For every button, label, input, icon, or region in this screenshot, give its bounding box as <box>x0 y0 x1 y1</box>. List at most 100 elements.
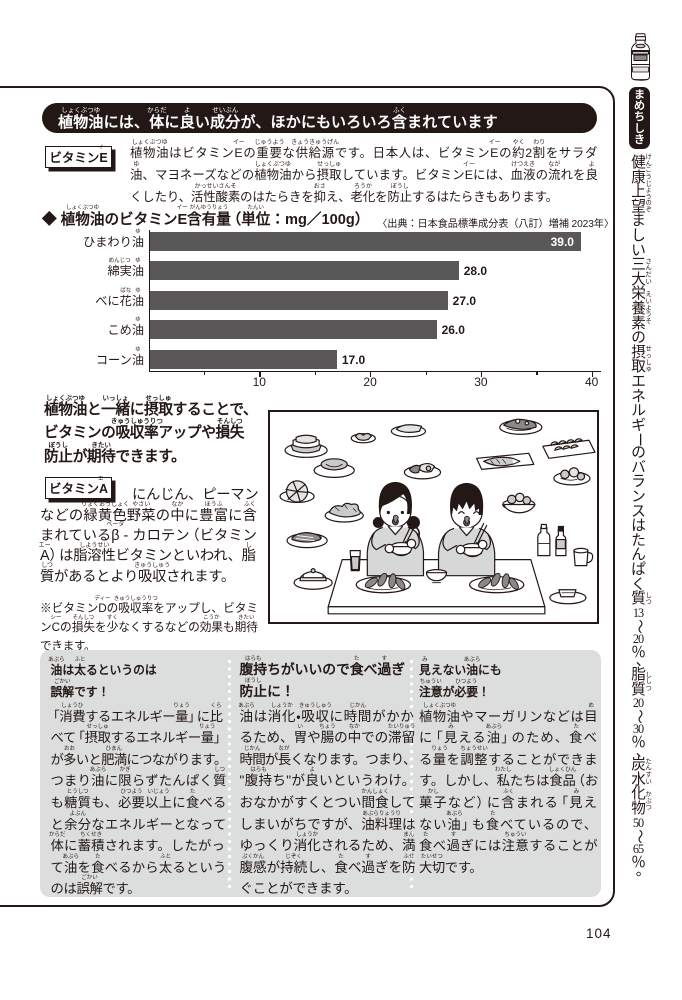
vertical-ruby-group: 炭水たんすい <box>631 758 652 788</box>
vertical-number: 65 <box>632 841 644 856</box>
hanging-punctuation: 。 <box>171 448 186 465</box>
chart-y-axis <box>148 230 150 371</box>
vertical-char: ％ <box>631 854 646 871</box>
milk-bottle <box>537 523 551 557</box>
furigana: ゆ <box>135 228 141 235</box>
vertical-char: 水 <box>631 771 646 788</box>
section-title-bar: 植物油 しょくぶつゆ には、体 からだ に良よい成分 せいぶん が、ほかにもいろいろ含 ふくま… <box>42 103 597 133</box>
sidebar-badge: まめちしき <box>629 87 650 149</box>
vertical-number: 30 <box>632 722 644 737</box>
furigana: かぶつ <box>645 790 652 812</box>
vertical-char: 摂 <box>631 344 646 361</box>
vertical-char: ギ <box>631 417 646 434</box>
furigana: た <box>354 656 360 663</box>
chart-bar <box>148 349 337 369</box>
vertical-char: く <box>631 576 646 593</box>
furigana: ぷくかん <box>242 853 265 860</box>
vertical-char: き <box>634 133 645 146</box>
gyoza-platter <box>542 438 596 459</box>
vertical-char: ン <box>631 489 646 506</box>
hanging-punctuation: 。 <box>545 190 559 204</box>
sidebar-vertical-note: 健康上けんこうじょう望のぞましい三大さんだい栄養素えいようその摂取せっしゅエネル… <box>631 154 652 878</box>
furigana: あぶら <box>446 810 463 817</box>
furigana: イー <box>488 140 501 147</box>
furigana: あぶら <box>238 702 255 709</box>
chart-bar <box>148 290 448 310</box>
furigana: ぼうし <box>48 441 69 449</box>
chart-minor-tick <box>425 370 427 375</box>
vertical-ruby-group: 摂取せっしゅ <box>631 344 652 375</box>
furigana: ふと <box>74 657 86 664</box>
text-line: ビタミンの吸収率 きゅうしゅうりつ アップや損失 そんしつ <box>44 418 245 442</box>
furigana: ししつ <box>645 671 652 692</box>
chart-major-tick <box>259 370 261 377</box>
fried-plate <box>553 467 591 486</box>
chart-heading: ◆ 植物油 しょくぶつゆ のビタミンE イー 含有量 がんゆうりょう （単位 たんい ：mg／1… <box>42 205 370 228</box>
furigana: ろうか <box>353 184 372 191</box>
text-line: に「見みえる油 あぶら 」のため、食たべ <box>419 724 599 746</box>
furigana: しょくひん <box>548 767 577 774</box>
text-line: が多 おお いと肥満 ひまん につながります。 <box>50 745 228 767</box>
text-line: にんじん、ピーマン <box>132 487 259 504</box>
furigana: そんしつ <box>72 614 95 621</box>
furigana: かんしょく <box>361 789 389 796</box>
furigana: ゆ <box>135 287 141 294</box>
furigana: た <box>423 832 429 839</box>
furigana: よぶん <box>69 810 87 817</box>
punctuation: 」 <box>187 708 201 724</box>
chart-category-label: ひまわり油ゆ <box>83 228 144 249</box>
chart-tick-label: 20 <box>363 374 377 389</box>
furigana: しつ <box>645 591 652 606</box>
furigana: ちくせき <box>80 832 103 839</box>
furigana: た <box>490 810 496 817</box>
vitamin-a-paragraph: にんじん、ピーマン などの緑黄色 りょくおうしょく 野菜 やさい の中 なか に豊富 ほうふ に含… <box>39 482 259 584</box>
text-line: できます。 <box>40 640 96 654</box>
furigana: たんい <box>247 205 265 212</box>
furigana: ベータ <box>106 522 125 529</box>
furigana: そんしつ <box>216 418 243 426</box>
sausage-plate-1 <box>355 572 412 594</box>
furigana: じかん <box>349 702 367 709</box>
vertical-char: 栄 <box>631 286 646 303</box>
punctuation: 「 <box>46 708 60 724</box>
text-line: 注意 ちゅうい が必要 ひつよう！ <box>419 679 490 700</box>
furigana: ひまん <box>105 745 123 752</box>
vertical-char: た <box>631 532 646 549</box>
furigana: じぞく <box>285 853 302 860</box>
bread-plate <box>390 424 427 438</box>
tip-column-2: 腹持 はらも ちがいいので食たべ過すぎ防止 ぼうし に！ 油あぶら は消化 しょうか ・吸収き… <box>238 656 417 898</box>
furigana: からだ <box>49 832 66 839</box>
page-number: 104 <box>586 926 612 941</box>
text-line: くしたり、活性酸素 かっせいさんそ のはたらきを抑 おさ え、老化 ろうか を防止 ぼうし する… <box>130 184 559 204</box>
furigana: イー <box>97 144 110 151</box>
furigana: しょくぶつゆ <box>66 205 100 212</box>
punctuation: （ <box>226 211 242 228</box>
text-line: 油あぶら は太 ふと るというのは <box>48 657 157 678</box>
text-line: 時間 じかん が長 なが くなります。つまり、 <box>239 745 417 767</box>
tip-1-heading: 油あぶら は太 ふと るというのは 誤解 ごかい です！ <box>48 657 227 701</box>
vertical-char: 脂 <box>631 666 646 683</box>
vertical-char: ち <box>634 111 645 124</box>
hanging-punctuation: 。 <box>213 751 227 767</box>
vertical-char: ％ <box>631 644 646 661</box>
furigana: なか <box>348 724 360 731</box>
vertical-ruby-group: 三大さんだい <box>631 258 652 287</box>
text-line: る量 りょう を調整 ちょうせい することができま <box>419 745 599 767</box>
punctuation: 「 <box>71 730 85 746</box>
furigana: しょうか <box>296 832 319 839</box>
furigana: しつ <box>41 563 53 570</box>
furigana: きたい <box>91 441 111 449</box>
text-line: 大切 たいせつ です。 <box>419 853 483 875</box>
key-statement: 植物油 しょくぶつゆ と一緒 いっしょ に摂取 せっしゅ することで、 ビタミンの吸収率 きゅう… <box>44 395 258 465</box>
furigana: けんこうじょう <box>645 153 652 201</box>
steak-plate <box>286 532 328 549</box>
furigana: けつえき <box>511 162 536 169</box>
vertical-ruby-group: 化物かぶつ <box>631 787 652 816</box>
text-line: のは誤解 ごかい です。 <box>50 875 141 897</box>
text-line: 誤解 ごかい です！ <box>50 679 110 700</box>
furigana: からだ <box>147 107 167 115</box>
furigana: あぶら <box>48 657 65 664</box>
text-line: おなかがすくとつい間食 かんしょく して <box>239 789 416 811</box>
furigana: りょう <box>431 745 448 752</box>
furigana: た <box>573 724 580 731</box>
